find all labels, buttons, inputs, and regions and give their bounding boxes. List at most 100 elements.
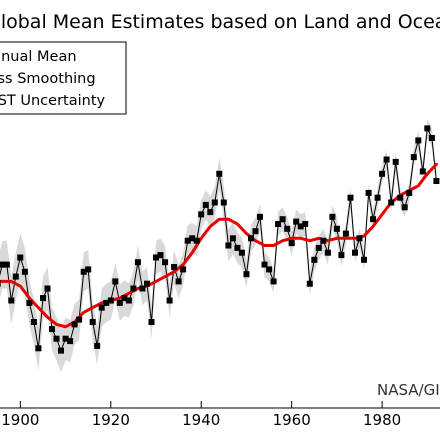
annual-mean-point bbox=[252, 228, 259, 235]
annual-mean-point bbox=[8, 297, 15, 304]
legend-label-annual-mean: Annual Mean bbox=[0, 49, 77, 65]
annual-mean-point bbox=[44, 285, 51, 292]
annual-mean-point bbox=[284, 225, 291, 232]
annual-mean-point bbox=[406, 189, 413, 196]
annual-mean-point bbox=[98, 304, 105, 311]
annual-mean-line bbox=[0, 126, 437, 353]
annual-mean-point bbox=[148, 319, 155, 325]
annual-mean-point bbox=[12, 273, 19, 280]
legend-label-uncertainty: Land+SST Uncertainty bbox=[0, 93, 106, 109]
annual-mean-point bbox=[175, 278, 182, 285]
annual-mean-point bbox=[171, 264, 178, 270]
annual-mean-point bbox=[238, 249, 245, 256]
annual-mean-point bbox=[202, 201, 209, 208]
annual-mean-point bbox=[30, 319, 37, 325]
x-tick-label: 1980 bbox=[363, 411, 401, 429]
annual-mean-point bbox=[388, 199, 395, 206]
annual-mean-point bbox=[153, 254, 159, 261]
annual-mean-point bbox=[419, 168, 426, 175]
annual-mean-point bbox=[53, 335, 60, 342]
annual-mean-point bbox=[180, 266, 187, 273]
legend: Annual Mean Lowess Smoothing Land+SST Un… bbox=[0, 41, 127, 115]
annual-mean-point bbox=[207, 209, 214, 216]
source-label: NASA/GISS bbox=[377, 381, 440, 399]
annual-mean-point bbox=[383, 156, 390, 163]
annual-mean-point bbox=[433, 178, 440, 184]
annual-mean-point bbox=[365, 189, 372, 196]
annual-mean-point bbox=[26, 299, 33, 306]
annual-mean-point bbox=[302, 221, 309, 227]
annual-mean-point bbox=[293, 218, 300, 225]
annual-mean-point bbox=[139, 285, 146, 292]
annual-mean-point bbox=[112, 278, 119, 285]
annual-mean-point bbox=[94, 342, 101, 349]
uncertainty-band-layer bbox=[0, 118, 437, 373]
uncertainty-band bbox=[0, 118, 437, 373]
annual-mean-point bbox=[193, 237, 200, 244]
annual-mean-point bbox=[157, 252, 164, 259]
annual-mean-point bbox=[243, 271, 250, 278]
annual-mean-point bbox=[275, 221, 282, 227]
annual-mean-point bbox=[324, 249, 331, 256]
annual-mean-point bbox=[297, 223, 304, 230]
plot-area bbox=[0, 118, 440, 373]
annual-mean-point bbox=[347, 194, 354, 201]
annual-mean-point bbox=[234, 244, 241, 251]
annual-mean-point bbox=[415, 137, 422, 144]
annual-mean-layer bbox=[0, 126, 437, 353]
annual-mean-point bbox=[116, 299, 123, 306]
annual-mean-point bbox=[257, 213, 263, 220]
annual-mean-point bbox=[370, 216, 377, 223]
annual-mean-point bbox=[248, 235, 254, 242]
chart-title: Global Mean Estimates based on Land and … bbox=[0, 11, 440, 33]
annual-mean-point bbox=[311, 256, 318, 263]
annual-mean-point bbox=[270, 278, 277, 285]
annual-mean-point bbox=[352, 249, 358, 256]
x-tick-label: 1940 bbox=[182, 411, 220, 429]
annual-mean-point bbox=[3, 261, 10, 268]
annual-mean-point bbox=[225, 242, 232, 249]
annual-mean-point bbox=[266, 266, 273, 273]
annual-mean-point bbox=[89, 319, 96, 325]
annual-mean-point bbox=[21, 268, 28, 275]
annual-mean-point bbox=[397, 194, 404, 201]
annual-mean-point bbox=[333, 225, 340, 232]
annual-mean-point bbox=[315, 244, 322, 251]
annual-mean-point bbox=[162, 259, 169, 266]
annual-mean-point bbox=[0, 261, 6, 268]
annual-mean-point bbox=[261, 261, 268, 268]
annual-mean-point bbox=[103, 299, 110, 306]
annual-mean-point bbox=[338, 252, 345, 259]
annual-mean-point bbox=[107, 297, 114, 304]
annual-mean-point bbox=[62, 335, 69, 342]
x-tick-label: 1920 bbox=[92, 411, 130, 429]
annual-mean-point bbox=[320, 237, 327, 244]
legend-entry-annual-mean: Annual Mean bbox=[0, 49, 77, 65]
legend-entry-uncertainty: Land+SST Uncertainty bbox=[0, 93, 106, 109]
annual-mean-point bbox=[80, 268, 87, 275]
legend-label-lowess: Lowess Smoothing bbox=[0, 71, 96, 87]
annual-mean-point bbox=[40, 295, 46, 302]
annual-mean-point bbox=[125, 297, 132, 304]
annual-mean-point bbox=[0, 280, 1, 287]
annual-mean-point bbox=[211, 199, 218, 206]
x-tick-label: 1960 bbox=[273, 411, 311, 429]
annual-mean-point bbox=[424, 125, 431, 132]
annual-mean-point bbox=[198, 211, 205, 218]
annual-mean-point bbox=[17, 254, 24, 261]
annual-mean-point bbox=[356, 235, 363, 242]
x-ticks: 1900 1920 1940 1960 1980 bbox=[1, 401, 401, 429]
annual-mean-point bbox=[49, 326, 55, 333]
annual-mean-point bbox=[379, 170, 386, 177]
annual-mean-point bbox=[342, 230, 349, 237]
annual-mean-point bbox=[329, 213, 336, 220]
annual-mean-marker-layer bbox=[0, 125, 440, 354]
annual-mean-point bbox=[216, 170, 223, 177]
annual-mean-point bbox=[67, 338, 74, 345]
annual-mean-point bbox=[279, 216, 286, 223]
annual-mean-point bbox=[401, 204, 408, 211]
annual-mean-point bbox=[121, 295, 128, 302]
annual-mean-point bbox=[35, 345, 42, 352]
annual-mean-point bbox=[361, 256, 367, 263]
